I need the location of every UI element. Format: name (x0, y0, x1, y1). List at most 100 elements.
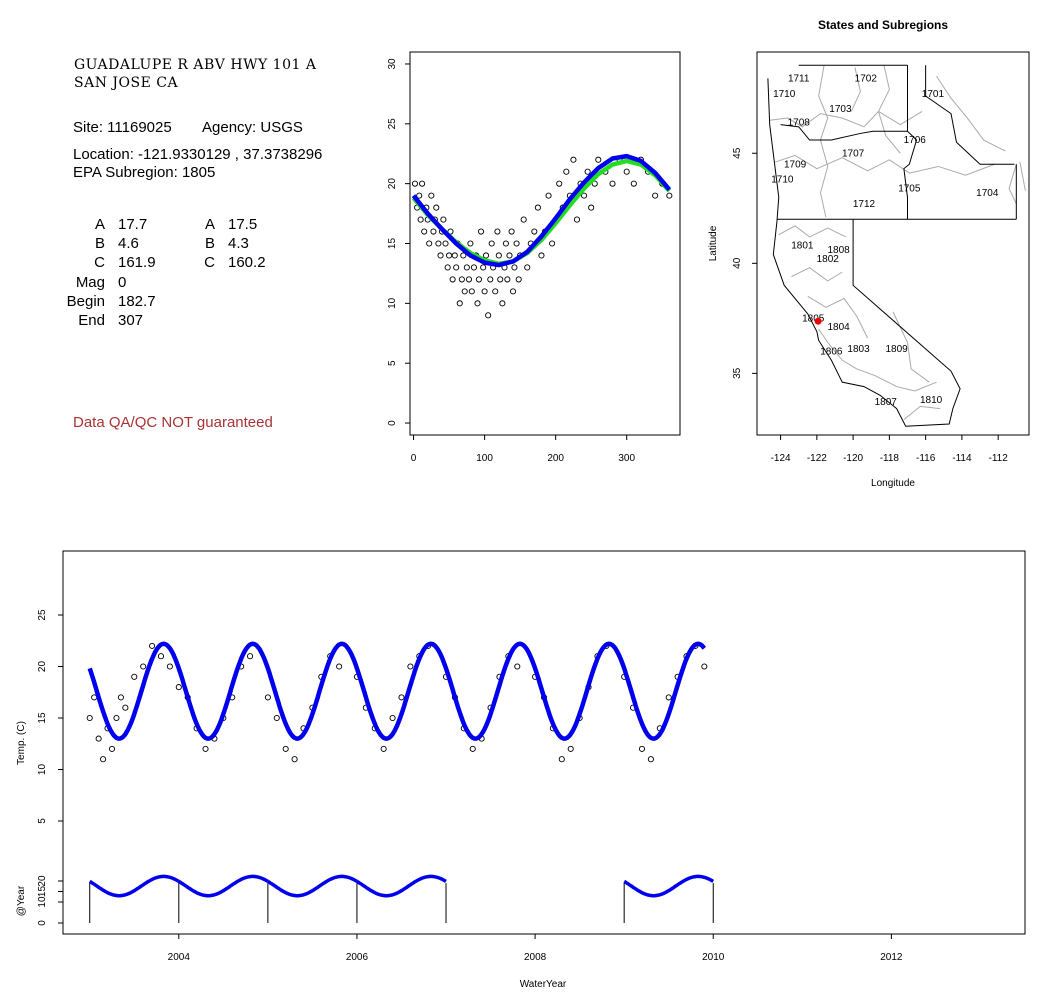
data-point (428, 192, 435, 199)
y-axis-label-sub: @Year (16, 885, 27, 916)
data-point (666, 192, 673, 199)
y-tick-label: 10 (387, 297, 398, 309)
data-point (449, 276, 456, 283)
data-point (417, 216, 424, 223)
x-tick-label: 2006 (346, 952, 369, 963)
x-tick-label: -112 (989, 453, 1009, 464)
subregion-boundary (807, 295, 869, 339)
subregion-label: 1709 (784, 159, 807, 170)
data-point (504, 276, 511, 283)
data-point (426, 240, 433, 247)
x-tick-label: 100 (476, 453, 493, 464)
data-point (411, 180, 419, 187)
coef-label: A (204, 216, 215, 233)
state-boundary (780, 124, 918, 220)
subregion-label: 1804 (827, 322, 850, 333)
plot-frame (409, 51, 681, 436)
subregion-label: EPA Subregion: 1805 (73, 164, 216, 181)
data-point (480, 264, 487, 271)
year-fit-curve (623, 874, 715, 898)
data-point (630, 180, 637, 187)
data-point (514, 663, 521, 670)
data-point (588, 204, 595, 211)
data-point (591, 180, 598, 187)
data-point (563, 168, 570, 175)
data-point (456, 300, 463, 307)
map-title: States and Subregions (818, 18, 949, 32)
data-point (389, 714, 396, 722)
y-tick-label: 45 (732, 147, 743, 159)
data-point (584, 168, 591, 175)
data-point (467, 240, 474, 247)
x-tick-label: -124 (771, 453, 791, 464)
data-point (100, 756, 107, 763)
subregion-label: 1809 (886, 344, 909, 355)
data-point (380, 745, 387, 752)
y-tick-label: 0 (37, 920, 48, 926)
coef-label: End (78, 312, 105, 329)
location-label: Location: -121.9330129 , 37.3738296 (73, 146, 323, 163)
subregion-label: 1706 (904, 135, 927, 146)
data-point (461, 288, 468, 295)
data-point (140, 663, 147, 670)
data-point (511, 264, 518, 271)
data-point (453, 264, 460, 271)
y-tick-label: 5 (387, 360, 398, 366)
coef-value: 160.2 (228, 254, 266, 271)
y-tick-label: 25 (37, 609, 48, 621)
data-point (558, 756, 565, 763)
station-name-line2: SAN JOSE CA (74, 75, 179, 91)
coef-label: C (94, 254, 105, 271)
data-point (509, 288, 517, 295)
data-point (247, 653, 254, 660)
data-point (549, 240, 556, 247)
subregion-boundary (903, 405, 941, 420)
y-axis-label: Temp. (C) (16, 721, 27, 765)
data-point (435, 240, 442, 247)
data-point (282, 745, 289, 752)
subregion-boundary (1019, 161, 1026, 191)
data-point (520, 216, 527, 223)
data-point (506, 252, 513, 259)
subregion-label: 1810 (920, 395, 943, 406)
data-point (131, 673, 138, 680)
y-tick-label: 15 (37, 712, 48, 724)
data-point (421, 228, 428, 235)
data-point (481, 288, 488, 295)
fit-curve (87, 641, 707, 741)
data-point (437, 252, 444, 259)
data-point (478, 228, 485, 235)
data-point (291, 756, 298, 763)
x-tick-label: 2012 (880, 952, 903, 963)
y-tick-label: 30 (387, 58, 398, 70)
subregion-label: 1710 (773, 89, 796, 100)
subregion-boundary (769, 110, 923, 128)
x-tick-label: 300 (618, 453, 635, 464)
subregion-label: 1708 (788, 117, 811, 128)
data-point (465, 276, 473, 283)
data-point (652, 192, 659, 199)
state-boundary (925, 65, 1015, 165)
subregion-label: 1705 (898, 183, 921, 194)
subregion-label: 1806 (820, 346, 843, 357)
subregion-boundary (936, 75, 1006, 152)
subregion-label: 1702 (855, 73, 878, 84)
data-point (492, 288, 499, 295)
x-tick-label: -118 (880, 453, 900, 464)
year-fit-curve (88, 874, 180, 898)
x-tick-label: 200 (547, 453, 564, 464)
data-point (86, 714, 93, 722)
data-point (407, 663, 414, 670)
data-point (570, 156, 577, 163)
data-point (474, 300, 481, 307)
data-point (440, 216, 447, 223)
subregion-label: 1805 (802, 313, 825, 324)
data-point (545, 192, 552, 199)
x-tick-label: 2008 (524, 952, 547, 963)
x-tick-label: 2010 (702, 952, 725, 963)
coef-value: 307 (118, 312, 144, 329)
data-point (502, 240, 509, 247)
coef-value: 182.7 (118, 293, 156, 310)
subregion-label: 1703 (829, 104, 852, 115)
data-point (581, 192, 588, 199)
